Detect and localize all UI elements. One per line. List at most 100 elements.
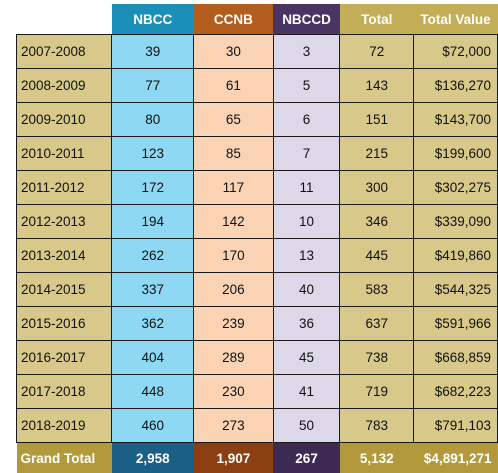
year-cell: 2008-2009	[17, 69, 112, 103]
total-value-cell: $136,270	[414, 69, 498, 103]
total-cell: 445	[340, 239, 414, 273]
nbcc-cell: 262	[112, 239, 194, 273]
nbccd-cell: 3	[273, 35, 340, 69]
nbcc-cell: 404	[112, 341, 194, 375]
enrollment-table-figure: NBCC CCNB NBCCD Total Total Value 2007-2…	[0, 0, 498, 435]
ccnb-cell: 61	[194, 69, 274, 103]
year-cell: 2010-2011	[17, 137, 112, 171]
nbcc-cell: 39	[112, 35, 194, 69]
grand-total-nbcc: 2,958	[112, 443, 194, 473]
header-row: NBCC CCNB NBCCD Total Total Value	[17, 4, 498, 35]
total-cell: 783	[340, 409, 414, 443]
total-cell: 72	[340, 35, 414, 69]
ccnb-cell: 230	[194, 375, 274, 409]
total-value-cell: $199,600	[414, 137, 498, 171]
year-cell: 2012-2013	[17, 205, 112, 239]
nbccd-cell: 11	[273, 171, 340, 205]
year-cell: 2011-2012	[17, 171, 112, 205]
ccnb-cell: 30	[194, 35, 274, 69]
total-cell: 300	[340, 171, 414, 205]
nbccd-cell: 6	[273, 103, 340, 137]
year-cell: 2007-2008	[17, 35, 112, 69]
total-value-cell: $419,860	[414, 239, 498, 273]
nbccd-cell: 7	[273, 137, 340, 171]
grand-total-total: 5,132	[340, 443, 414, 473]
nbcc-cell: 337	[112, 273, 194, 307]
year-cell: 2017-2018	[17, 375, 112, 409]
nbcc-cell: 77	[112, 69, 194, 103]
ccnb-cell: 289	[194, 341, 274, 375]
grand-total-nbccd: 267	[273, 443, 340, 473]
enrollment-table: NBCC CCNB NBCCD Total Total Value 2007-2…	[16, 4, 498, 473]
ccnb-cell: 142	[194, 205, 274, 239]
year-cell: 2013-2014	[17, 239, 112, 273]
ccnb-cell: 170	[194, 239, 274, 273]
total-value-cell: $339,090	[414, 205, 498, 239]
nbcc-cell: 460	[112, 409, 194, 443]
grand-total-row: Grand Total 2,958 1,907 267 5,132 $4,891…	[17, 443, 498, 473]
total-value-cell: $544,325	[414, 273, 498, 307]
nbccd-cell: 45	[273, 341, 340, 375]
nbccd-cell: 50	[273, 409, 340, 443]
year-cell: 2018-2019	[17, 409, 112, 443]
year-cell: 2016-2017	[17, 341, 112, 375]
total-value-cell: $72,000	[414, 35, 498, 69]
nbcc-cell: 448	[112, 375, 194, 409]
grand-total-ccnb: 1,907	[194, 443, 274, 473]
total-cell: 346	[340, 205, 414, 239]
ccnb-cell: 85	[194, 137, 274, 171]
nbccd-cell: 36	[273, 307, 340, 341]
header-nbccd: NBCCD	[273, 4, 340, 35]
nbccd-cell: 5	[273, 69, 340, 103]
nbccd-cell: 41	[273, 375, 340, 409]
total-value-cell: $791,103	[414, 409, 498, 443]
nbccd-cell: 40	[273, 273, 340, 307]
grand-total-label: Grand Total	[17, 443, 112, 473]
total-value-cell: $591,966	[414, 307, 498, 341]
year-cell: 2009-2010	[17, 103, 112, 137]
total-cell: 143	[340, 69, 414, 103]
nbcc-cell: 194	[112, 205, 194, 239]
ccnb-cell: 65	[194, 103, 274, 137]
total-value-cell: $668,859	[414, 341, 498, 375]
year-cell: 2015-2016	[17, 307, 112, 341]
header-corner	[17, 4, 112, 35]
total-cell: 583	[340, 273, 414, 307]
total-cell: 637	[340, 307, 414, 341]
total-cell: 719	[340, 375, 414, 409]
ccnb-cell: 273	[194, 409, 274, 443]
total-value-cell: $143,700	[414, 103, 498, 137]
total-cell: 151	[340, 103, 414, 137]
nbcc-cell: 123	[112, 137, 194, 171]
total-cell: 738	[340, 341, 414, 375]
total-cell: 215	[340, 137, 414, 171]
header-total-value: Total Value	[414, 4, 498, 35]
year-cell: 2014-2015	[17, 273, 112, 307]
nbccd-cell: 13	[273, 239, 340, 273]
nbcc-cell: 172	[112, 171, 194, 205]
header-nbcc: NBCC	[112, 4, 194, 35]
nbcc-cell: 80	[112, 103, 194, 137]
total-value-cell: $682,223	[414, 375, 498, 409]
total-value-cell: $302,275	[414, 171, 498, 205]
ccnb-cell: 117	[194, 171, 274, 205]
header-ccnb: CCNB	[194, 4, 274, 35]
ccnb-cell: 239	[194, 307, 274, 341]
nbcc-cell: 362	[112, 307, 194, 341]
nbccd-cell: 10	[273, 205, 340, 239]
ccnb-cell: 206	[194, 273, 274, 307]
grand-total-value: $4,891,271	[414, 443, 498, 473]
header-total: Total	[340, 4, 414, 35]
